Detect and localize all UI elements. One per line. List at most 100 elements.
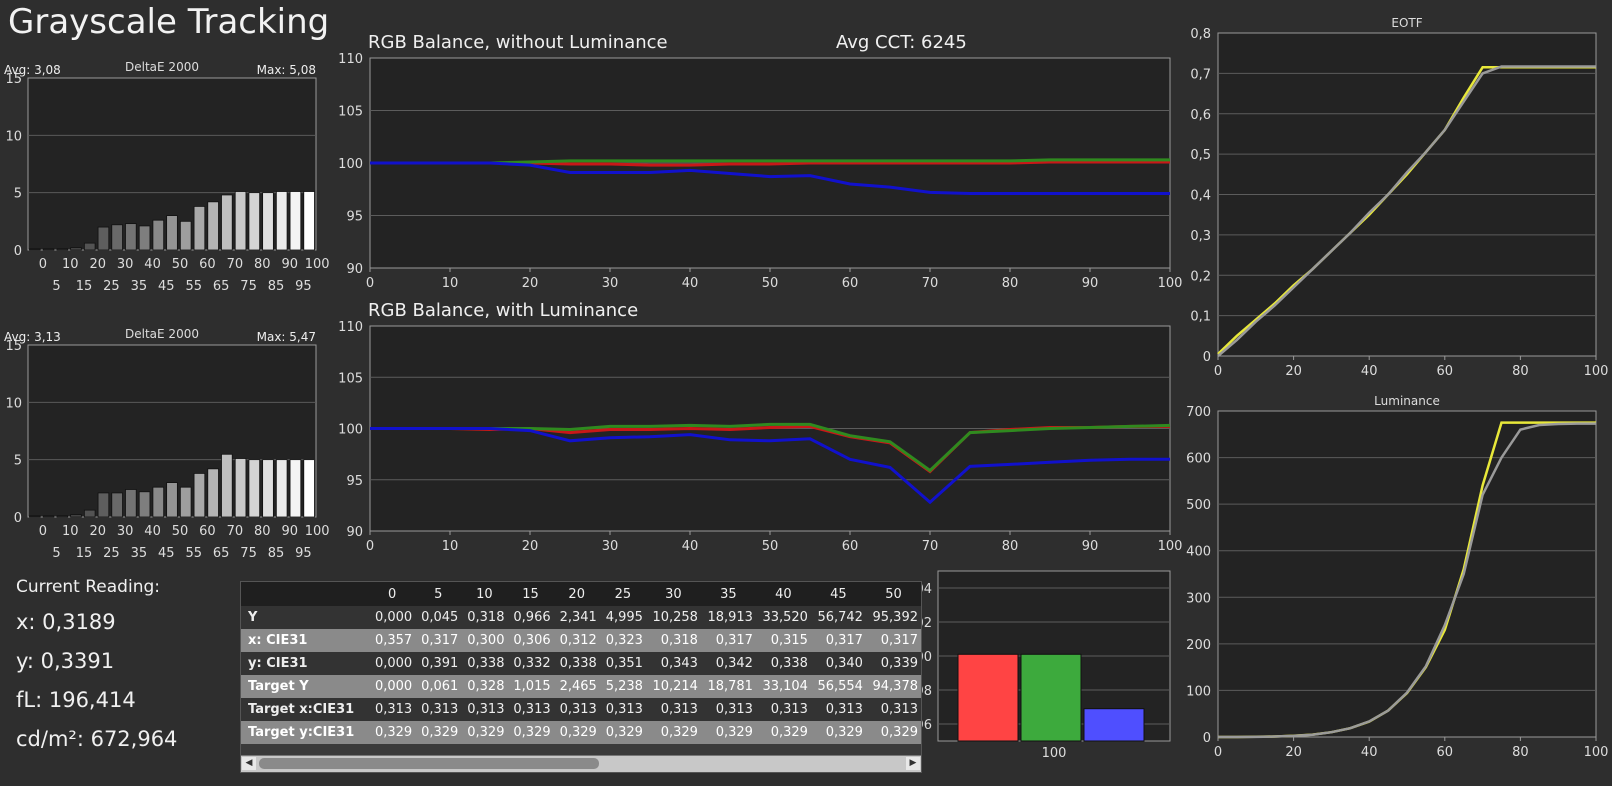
table-header-cell: 30 [645, 582, 701, 606]
rgb-bottom-y-tick: 90 [346, 525, 363, 540]
rgb-bottom-x-tick: 100 [1158, 539, 1183, 554]
deltae-bottom-x-tick: 15 [76, 546, 93, 561]
deltae-top-x-tick: 35 [131, 279, 148, 294]
deltae-top-x-tick: 10 [62, 257, 79, 272]
deltae-top-bar [221, 194, 233, 251]
deltae-bottom-bar [97, 492, 110, 518]
table-cell: 0,313 [599, 698, 646, 721]
rgb-bottom-y-tick: 95 [346, 474, 363, 489]
eotf-x-tick: 100 [1584, 364, 1609, 379]
deltae-top-x-tick: 55 [185, 279, 202, 294]
table-header-cell: 45 [810, 582, 866, 606]
table-cell: 4,995 [599, 606, 646, 629]
table-cell: 10,258 [645, 606, 701, 629]
table-cell: 0,313 [415, 698, 462, 721]
deltae-top-bar [152, 219, 165, 251]
rgb-bottom-x-tick: 0 [366, 539, 374, 554]
eotf-y-tick: 0,1 [1190, 310, 1211, 325]
eotf-chart: 0 0,1 0,2 0,3 0,4 0,5 0,6 0,7 0,8 0 20 40 60 80 100 EOT… [1190, 16, 1609, 379]
deltae-bottom-x-tick: 60 [199, 524, 216, 539]
deltae-bottom-bar [179, 486, 192, 518]
deltae-top-bar [303, 191, 315, 251]
deltae-bottom-bar [138, 491, 151, 518]
table-cell: 56,742 [810, 606, 866, 629]
eotf-x-tick: 80 [1512, 364, 1529, 379]
eotf-title: EOTF [1391, 16, 1422, 30]
arrow-left-icon[interactable]: ◀ [242, 757, 256, 770]
luminance-x-tick: 0 [1214, 745, 1222, 760]
deltae-bottom-x-tick: 30 [117, 524, 134, 539]
table-cell: 0,318 [461, 606, 508, 629]
deltae-top-bar [234, 191, 247, 251]
reading-x: x: 0,3189 [16, 610, 116, 634]
table-cell: 0,315 [755, 629, 811, 652]
table-cell: 0,313 [700, 698, 756, 721]
rgb-top-y-tick: 90 [346, 262, 363, 277]
table-cell: 0,338 [461, 652, 508, 675]
table-header-cell: 5 [415, 582, 462, 606]
deltae-top-x-tick: 30 [117, 257, 134, 272]
deltae-top-bar [207, 201, 219, 251]
rgb-top-title: RGB Balance, without Luminance [368, 32, 668, 53]
measurement-table: 0 5 10 15 20 25 30 35 40 45 50 Y 0,000 0,045 0,318 0,9… [240, 581, 922, 773]
deltae-bottom-x-tick: 0 [39, 524, 47, 539]
table-cell: 0,329 [599, 721, 646, 744]
table-header-cell: 10 [461, 582, 508, 606]
table-cell: 5,238 [599, 675, 646, 698]
deltae-bottom-bar [275, 459, 288, 518]
current-reading-heading: Current Reading: [16, 577, 160, 597]
deltae-bottom-bar [289, 459, 302, 518]
table-cell: 0,340 [810, 652, 866, 675]
table-header-cell: 40 [755, 582, 811, 606]
table-cell: 0,343 [645, 652, 701, 675]
rgb-bottom-x-tick: 10 [442, 539, 459, 554]
luminance-y-tick: 700 [1186, 405, 1211, 420]
table-cell: 2,341 [553, 606, 600, 629]
deltae-bottom-bar [248, 459, 261, 518]
table-header-row: 0 5 10 15 20 25 30 35 40 45 50 [241, 582, 921, 606]
eotf-y-tick: 0,8 [1190, 27, 1211, 42]
rgb-bars-bar [1083, 708, 1145, 742]
table-row: Target Y 0,000 0,061 0,328 1,015 2,465 5,238 10… [241, 675, 921, 698]
scrollbar-thumb[interactable] [259, 758, 599, 769]
deltae-bottom-bar [111, 492, 123, 518]
deltae-top-y-tick: 10 [5, 129, 22, 144]
luminance-chart: 0 100 200 300 400 500 600 700 0 20 40 60 80 100 Lumina… [1186, 394, 1608, 760]
deltae-top-x-tick: 85 [268, 279, 285, 294]
deltae-top-x-tick: 100 [305, 257, 330, 272]
rgb-top-x-tick: 90 [1082, 276, 1099, 291]
deltae-bottom-y-tick: 0 [14, 511, 22, 526]
table-cell: 0,329 [461, 721, 508, 744]
rgb-top-x-tick: 80 [1002, 276, 1019, 291]
table-cell: 2,465 [553, 675, 600, 698]
deltae-bottom-x-tick: 50 [172, 524, 189, 539]
page-title: Grayscale Tracking [8, 2, 330, 42]
table-cell: 0,338 [553, 652, 600, 675]
table-cell: 0,313 [553, 698, 600, 721]
deltae-bottom-bar [29, 515, 41, 518]
rgb-bottom-x-tick: 20 [522, 539, 539, 554]
eotf-x-tick: 40 [1361, 364, 1378, 379]
horizontal-scrollbar[interactable]: ◀ ▶ [241, 755, 921, 772]
rgb-top-y-tick: 100 [338, 157, 363, 172]
table-cell: 94,378 [865, 675, 921, 698]
rgb-top-x-tick: 50 [762, 276, 779, 291]
table-cell: 1,015 [507, 675, 554, 698]
deltae-bottom-bar [262, 459, 274, 518]
table-cell: 33,104 [755, 675, 811, 698]
table-cell: 0,391 [415, 652, 462, 675]
deltae-top-bar [193, 206, 206, 251]
deltae-top-bar [111, 224, 123, 251]
deltae-bottom-x-tick: 55 [185, 546, 202, 561]
deltae-top-x-tick: 25 [103, 279, 120, 294]
eotf-y-tick: 0,4 [1190, 189, 1211, 204]
arrow-right-icon[interactable]: ▶ [906, 757, 920, 770]
rgb-bottom-x-tick: 80 [1002, 539, 1019, 554]
deltae-bottom-x-tick: 80 [254, 524, 271, 539]
table-cell: 0,000 [369, 606, 416, 629]
table-header-cell: 20 [553, 582, 600, 606]
table-header-cell: 35 [700, 582, 756, 606]
deltae-top-x-tick: 0 [39, 257, 47, 272]
deltae-top-x-tick: 20 [89, 257, 106, 272]
table-row-label: Target Y [241, 675, 369, 698]
